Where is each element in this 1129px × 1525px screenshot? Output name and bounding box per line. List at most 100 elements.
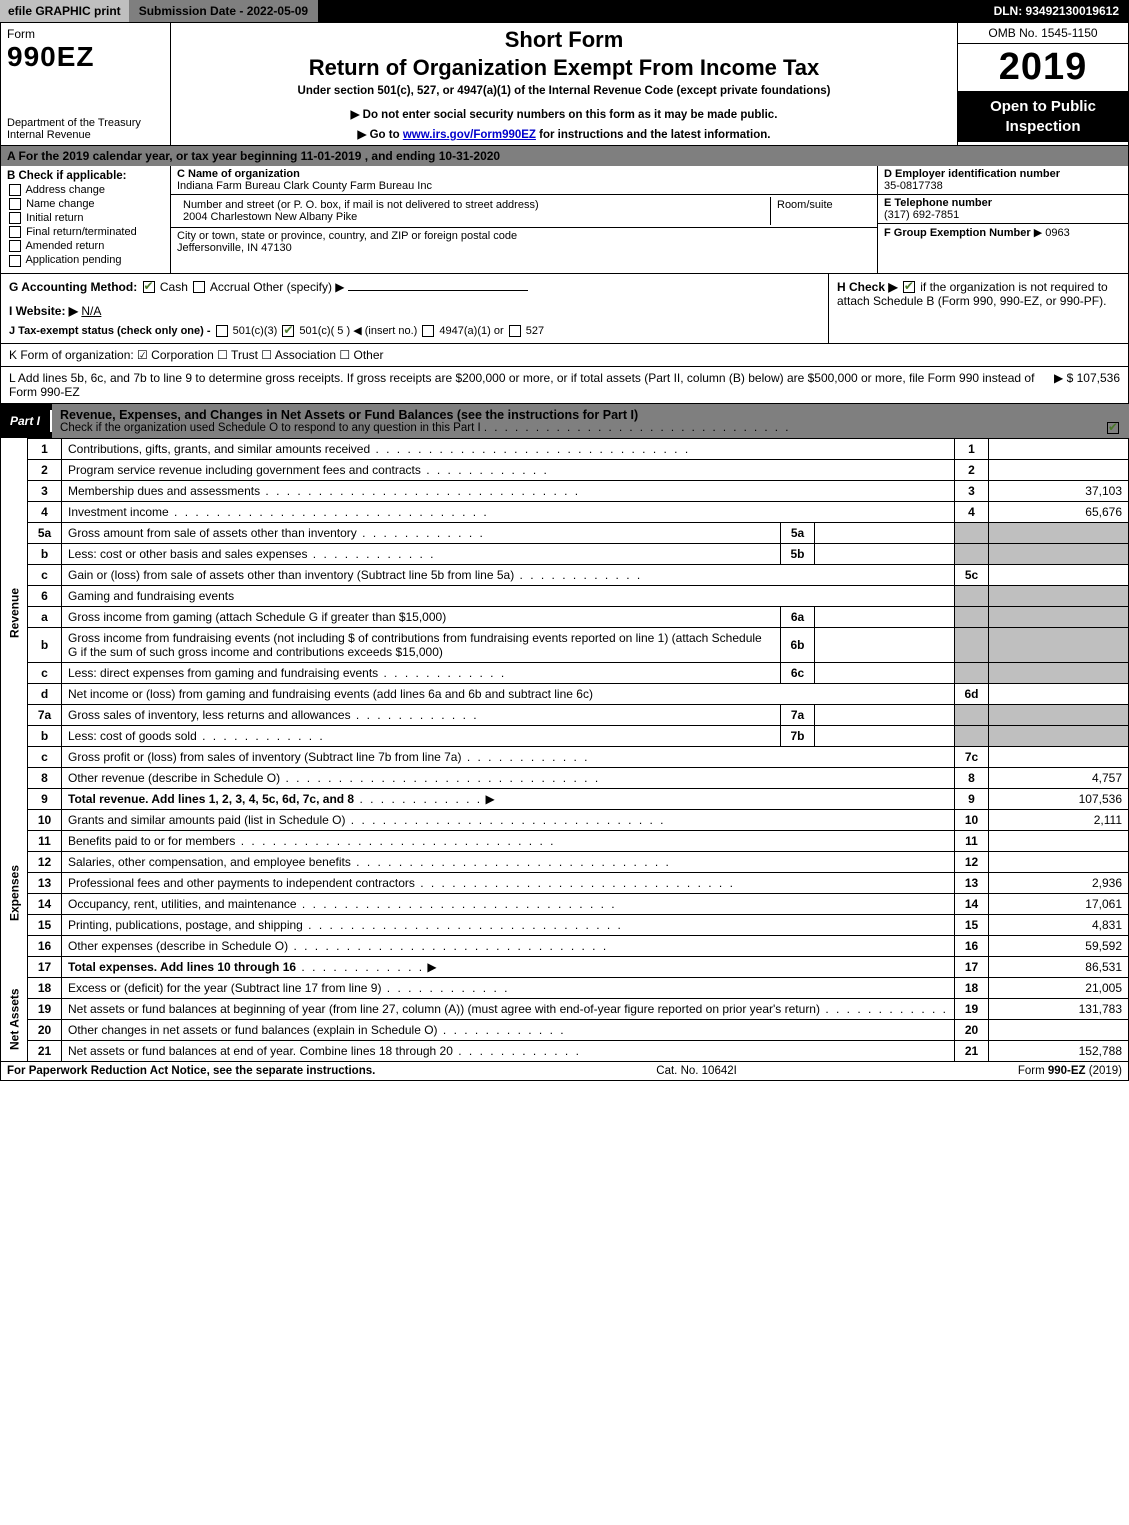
check-address-change[interactable]: Address change — [7, 184, 164, 196]
other-specify-field[interactable] — [348, 290, 528, 291]
line-6c-col-grey — [955, 662, 989, 683]
city-value: Jeffersonville, IN 47130 — [177, 242, 292, 254]
k-form-of-org: K Form of organization: ☑ Corporation ☐ … — [0, 344, 1129, 367]
line-7a-col-grey — [955, 704, 989, 725]
goto-link[interactable]: www.irs.gov/Form990EZ — [403, 129, 536, 141]
line-5c-col: 5c — [955, 564, 989, 585]
check-name-change[interactable]: Name change — [7, 198, 164, 210]
line-5c-num: c — [28, 564, 62, 585]
line-6d-amt — [989, 683, 1129, 704]
dln-label: DLN: 93492130019612 — [984, 0, 1129, 22]
line-10-amt: 2,111 — [989, 809, 1129, 830]
department-label: Department of the Treasury Internal Reve… — [7, 117, 164, 141]
form-word: Form — [7, 27, 164, 41]
efile-print-label[interactable]: efile GRAPHIC print — [0, 0, 129, 22]
line-6b-col-grey — [955, 627, 989, 662]
line-6c-amt-grey — [989, 662, 1129, 683]
tax-year: 2019 — [958, 44, 1128, 89]
check-final-return[interactable]: Final return/terminated — [7, 226, 164, 238]
part-i-label: Part I — [0, 410, 52, 432]
check-schedule-o[interactable] — [1107, 422, 1119, 434]
line-5c-amt — [989, 564, 1129, 585]
line-7b-col-grey — [955, 725, 989, 746]
form-header: Form 990EZ Department of the Treasury In… — [0, 22, 1129, 146]
check-application-pending[interactable]: Application pending — [7, 254, 164, 266]
part-i-sub: Check if the organization used Schedule … — [60, 422, 1121, 434]
line-21-amt: 152,788 — [989, 1040, 1129, 1061]
submission-date: Submission Date - 2022-05-09 — [129, 0, 318, 22]
line-6b-amt-grey — [989, 627, 1129, 662]
goto-post: for instructions and the latest informat… — [536, 129, 771, 141]
check-501c3[interactable] — [216, 325, 228, 337]
line-6c-inner-amt — [815, 662, 955, 683]
j-label: J Tax-exempt status (check only one) - — [9, 325, 211, 337]
l-gross-receipts: L Add lines 5b, 6c, and 7b to line 9 to … — [0, 367, 1129, 404]
line-2-num: 2 — [28, 459, 62, 480]
line-8-amt: 4,757 — [989, 767, 1129, 788]
line-6-num: 6 — [28, 585, 62, 606]
line-6-col-grey — [955, 585, 989, 606]
line-12-desc: Salaries, other compensation, and employ… — [62, 851, 955, 872]
line-9-num: 9 — [28, 788, 62, 809]
goto-pre: ▶ Go to — [358, 129, 403, 141]
line-6-desc: Gaming and fundraising events — [62, 585, 955, 606]
line-8-desc: Other revenue (describe in Schedule O) — [62, 767, 955, 788]
line-12-col: 12 — [955, 851, 989, 872]
line-21-num: 21 — [28, 1040, 62, 1061]
line-11-desc: Benefits paid to or for members — [62, 830, 955, 851]
line-7b-desc: Less: cost of goods sold — [62, 725, 781, 746]
line-13-desc: Professional fees and other payments to … — [62, 872, 955, 893]
check-amended-return[interactable]: Amended return — [7, 240, 164, 252]
part-i-table: Revenue 1 Contributions, gifts, grants, … — [0, 438, 1129, 1062]
line-15-amt: 4,831 — [989, 914, 1129, 935]
line-19-amt: 131,783 — [989, 998, 1129, 1019]
line-7a-amt-grey — [989, 704, 1129, 725]
line-21-col: 21 — [955, 1040, 989, 1061]
line-13-amt: 2,936 — [989, 872, 1129, 893]
line-14-desc: Occupancy, rent, utilities, and maintena… — [62, 893, 955, 914]
line-11-num: 11 — [28, 830, 62, 851]
line-21-desc: Net assets or fund balances at end of ye… — [62, 1040, 955, 1061]
header-right: OMB No. 1545-1150 2019 Open to Public In… — [958, 23, 1128, 145]
h-right: H Check ▶ if the organization is not req… — [828, 274, 1128, 343]
line-1-desc: Contributions, gifts, grants, and simila… — [62, 438, 955, 459]
line-7c-amt — [989, 746, 1129, 767]
part-i-header: Part I Revenue, Expenses, and Changes in… — [0, 404, 1129, 438]
line-2-desc: Program service revenue including govern… — [62, 459, 955, 480]
line-7b-inner-amt — [815, 725, 955, 746]
d-ein: D Employer identification number 35-0817… — [878, 166, 1128, 195]
check-527[interactable] — [509, 325, 521, 337]
c-address-row: Number and street (or P. O. box, if mail… — [171, 195, 877, 228]
f-value: ▶ 0963 — [1034, 227, 1070, 239]
expenses-side-label: Expenses — [1, 809, 28, 977]
do-not-text: ▶ Do not enter social security numbers o… — [179, 107, 949, 121]
room-suite: Room/suite — [771, 197, 871, 225]
line-16-num: 16 — [28, 935, 62, 956]
e-title: E Telephone number — [884, 197, 992, 209]
ein-value: 35-0817738 — [884, 180, 943, 192]
line-14-amt: 17,061 — [989, 893, 1129, 914]
line-17-num: 17 — [28, 956, 62, 977]
line-5a-col-grey — [955, 522, 989, 543]
line-7a-inner-col: 7a — [781, 704, 815, 725]
line-9-desc: Total revenue. Add lines 1, 2, 3, 4, 5c,… — [62, 788, 955, 809]
block-bcdef: B Check if applicable: Address change Na… — [0, 166, 1129, 274]
check-501c[interactable] — [282, 325, 294, 337]
line-4-desc: Investment income — [62, 501, 955, 522]
short-form-title: Short Form — [179, 27, 949, 53]
line-16-col: 16 — [955, 935, 989, 956]
check-cash[interactable] — [143, 281, 155, 293]
line-6a-col-grey — [955, 606, 989, 627]
i-label: I Website: ▶ — [9, 304, 78, 318]
check-h[interactable] — [903, 281, 915, 293]
line-15-col: 15 — [955, 914, 989, 935]
line-2-amt — [989, 459, 1129, 480]
revenue-side-label: Revenue — [1, 438, 28, 788]
check-initial-return[interactable]: Initial return — [7, 212, 164, 224]
check-4947[interactable] — [422, 325, 434, 337]
line-6c-desc: Less: direct expenses from gaming and fu… — [62, 662, 781, 683]
d-title: D Employer identification number — [884, 168, 1060, 180]
f-group-exemption: F Group Exemption Number ▶ 0963 — [878, 224, 1128, 241]
line-6c-inner-col: 6c — [781, 662, 815, 683]
check-accrual[interactable] — [193, 281, 205, 293]
